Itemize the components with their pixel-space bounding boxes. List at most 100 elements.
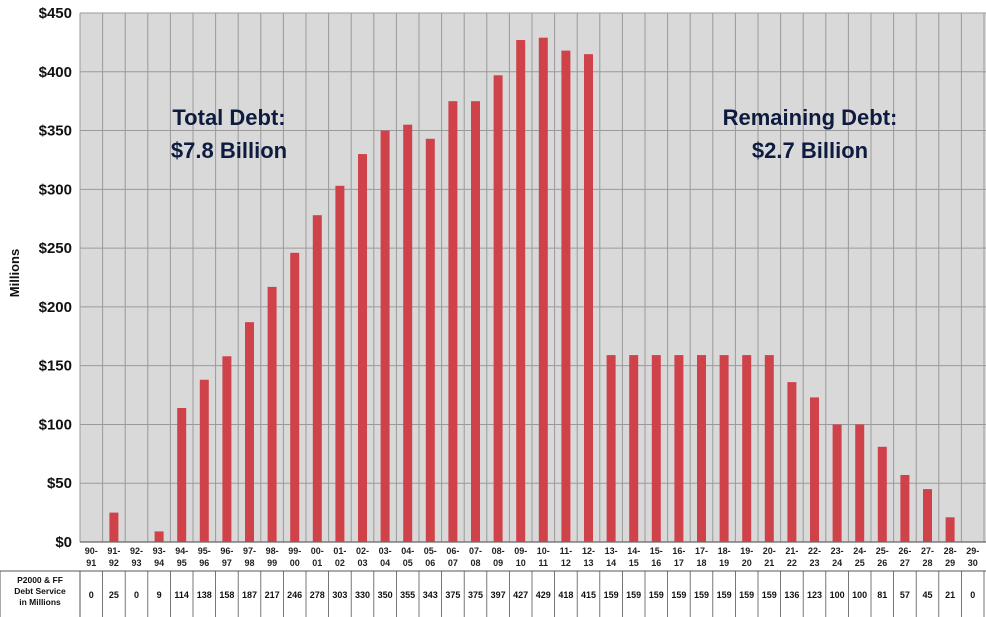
table-row-label: in Millions xyxy=(19,597,61,607)
x-tick-label: 21- xyxy=(785,546,798,556)
table-cell-value: 159 xyxy=(739,590,754,600)
table-cell-value: 21 xyxy=(945,590,955,600)
x-tick-label: 94 xyxy=(154,558,164,568)
bar xyxy=(877,446,887,542)
table-cell-value: 159 xyxy=(626,590,641,600)
x-tick-label: 10 xyxy=(516,558,526,568)
x-tick-label: 96- xyxy=(220,546,233,556)
x-tick-label: 22 xyxy=(787,558,797,568)
x-tick-label: 11 xyxy=(539,558,549,568)
bar xyxy=(471,101,480,543)
table-cell-value: 0 xyxy=(89,590,94,600)
bar xyxy=(719,355,729,542)
x-tick-label: 02- xyxy=(356,546,369,556)
table-cell-value: 278 xyxy=(310,590,325,600)
table-cell-value: 303 xyxy=(332,590,347,600)
table-cell-value: 136 xyxy=(784,590,799,600)
x-tick-label: 01- xyxy=(333,546,346,556)
x-tick-label: 08- xyxy=(492,546,505,556)
x-tick-label: 20- xyxy=(763,546,776,556)
x-tick-label: 91 xyxy=(86,558,96,568)
x-tick-label: 09 xyxy=(493,558,503,568)
table-cell-value: 57 xyxy=(900,590,910,600)
table-cell-value: 355 xyxy=(400,590,415,600)
x-tick-label: 21 xyxy=(764,558,774,568)
bar xyxy=(787,382,797,542)
y-tick-label: $300 xyxy=(39,181,72,198)
x-tick-label: 92 xyxy=(109,558,119,568)
x-tick-label: 20 xyxy=(742,558,752,568)
bar xyxy=(425,138,435,543)
x-tick-label: 19- xyxy=(740,546,753,556)
y-axis-ticks: $0 $50 $100 $150 $200 $250 $300 $350 $400 $450 xyxy=(39,5,72,551)
x-tick-label: 24 xyxy=(832,558,842,568)
table-cell-value: 114 xyxy=(174,590,189,600)
x-tick-label: 95 xyxy=(177,558,187,568)
bar xyxy=(810,397,819,542)
total-debt-label: Total Debt: xyxy=(172,105,285,130)
x-tick-label: 03- xyxy=(379,546,392,556)
bar xyxy=(606,355,616,542)
x-tick-label: 01 xyxy=(312,558,322,568)
x-tick-label: 91- xyxy=(107,546,120,556)
x-axis-ticks: 90- 91 91- 92 92- 93 93- 94 94- 95 95- 96 96- 97 97- 98… xyxy=(85,546,979,568)
y-tick-label: $350 xyxy=(39,123,72,140)
y-tick-label: $50 xyxy=(47,475,72,492)
x-tick-label: 17- xyxy=(695,546,708,556)
bar xyxy=(109,512,119,542)
bar xyxy=(267,286,277,542)
x-tick-label: 16 xyxy=(651,558,661,568)
table-cell-value: 100 xyxy=(852,590,867,600)
x-tick-label: 98 xyxy=(244,558,254,568)
table-cell-value: 343 xyxy=(423,590,438,600)
bar xyxy=(358,154,367,543)
bar xyxy=(584,54,593,543)
table-cell-value: 100 xyxy=(830,590,845,600)
table-row-label: Debt Service xyxy=(14,586,66,596)
x-tick-label: 12- xyxy=(582,546,595,556)
x-tick-label: 12 xyxy=(561,558,571,568)
table-cell-value: 375 xyxy=(468,590,483,600)
x-tick-label: 18 xyxy=(696,558,706,568)
x-tick-label: 02 xyxy=(335,558,345,568)
x-tick-label: 25- xyxy=(876,546,889,556)
bar xyxy=(764,355,774,542)
bars xyxy=(109,37,955,543)
table-bg xyxy=(0,571,986,617)
table-cell-value: 187 xyxy=(242,590,257,600)
bar xyxy=(832,424,842,542)
bar xyxy=(742,355,752,542)
x-tick-label: 14- xyxy=(627,546,640,556)
bar xyxy=(561,50,571,543)
x-tick-label: 22- xyxy=(808,546,821,556)
table-cell-value: 375 xyxy=(445,590,460,600)
table-cell-value: 397 xyxy=(491,590,506,600)
x-tick-label: 23- xyxy=(831,546,844,556)
x-tick-label: 00- xyxy=(311,546,324,556)
y-tick-label: $0 xyxy=(55,534,72,551)
x-tick-label: 19 xyxy=(719,558,729,568)
x-tick-label: 23 xyxy=(809,558,819,568)
table-cell-value: 217 xyxy=(265,590,280,600)
x-tick-label: 00 xyxy=(290,558,300,568)
table-cell-value: 123 xyxy=(807,590,822,600)
table-cell-value: 350 xyxy=(378,590,393,600)
x-tick-label: 05- xyxy=(424,546,437,556)
bar xyxy=(855,424,865,542)
x-tick-label: 95- xyxy=(198,546,211,556)
x-tick-label: 13 xyxy=(583,558,593,568)
x-tick-label: 93- xyxy=(153,546,166,556)
bar xyxy=(516,40,526,542)
bar xyxy=(290,252,300,542)
x-tick-label: 10- xyxy=(537,546,550,556)
x-tick-label: 04- xyxy=(401,546,414,556)
table-cell-value: 415 xyxy=(581,590,596,600)
x-tick-label: 09- xyxy=(514,546,527,556)
x-tick-label: 28 xyxy=(922,558,932,568)
bar xyxy=(403,124,413,542)
remaining-debt-label: Remaining Debt: xyxy=(723,105,898,130)
bar xyxy=(448,101,458,543)
total-debt-value: $7.8 Billion xyxy=(171,138,287,163)
x-tick-label: 06- xyxy=(446,546,459,556)
